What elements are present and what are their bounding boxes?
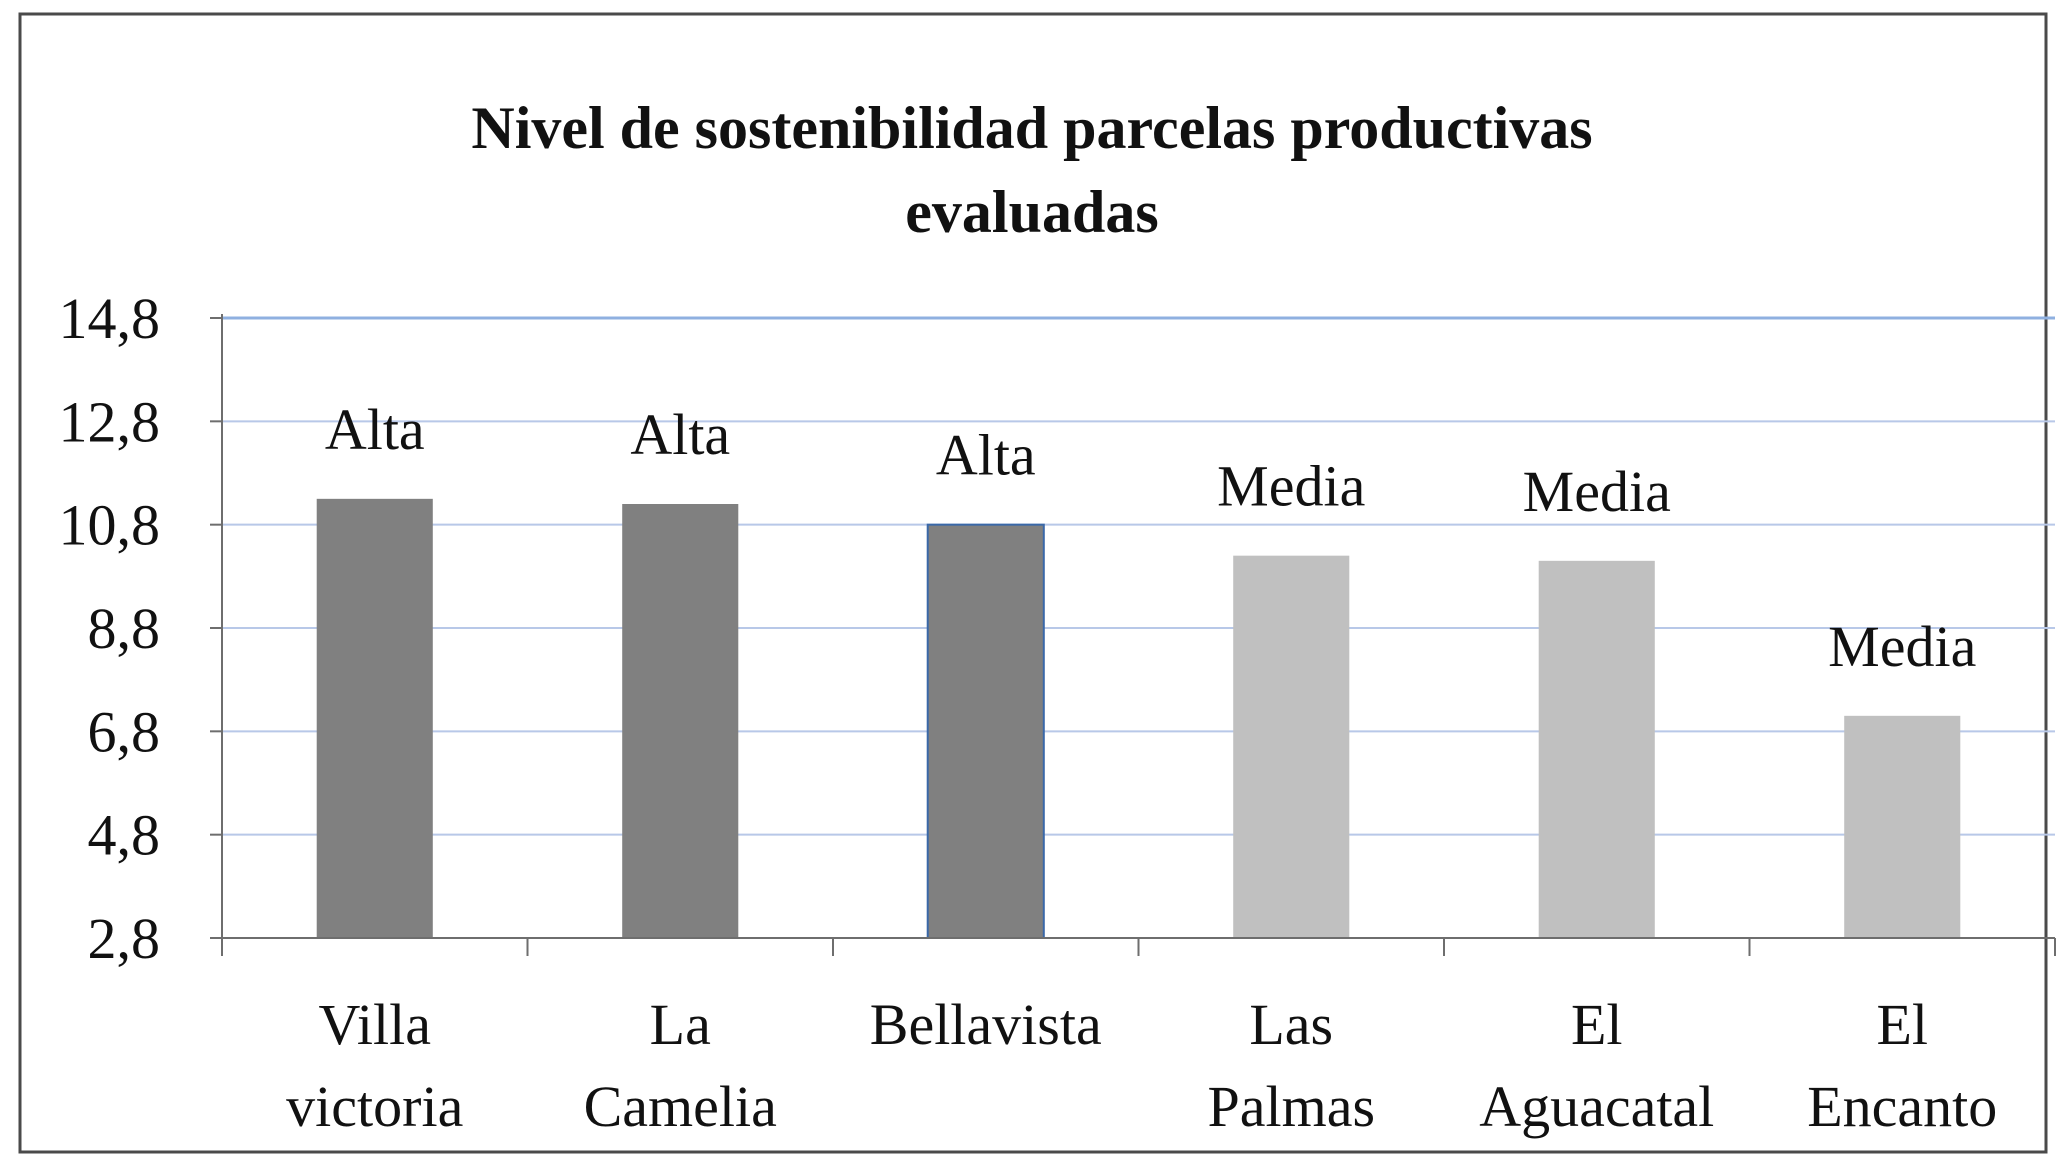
y-tick-label: 6,8 xyxy=(88,699,161,764)
bar-data-label: Alta xyxy=(936,423,1036,488)
chart-title-line-1: Nivel de sostenibilidad parcelas product… xyxy=(471,95,1592,161)
bars xyxy=(316,498,1961,940)
bar-data-label: Media xyxy=(1828,614,1976,679)
x-category-label: Aguacatal xyxy=(1479,1074,1714,1139)
x-category-label: Bellavista xyxy=(870,992,1102,1057)
y-tick-label: 4,8 xyxy=(88,803,161,868)
x-axis-labels: Villa victoria La Camelia Bellavista Las Palma… xyxy=(286,992,1997,1139)
y-axis-ticks: 14,8 12,8 10,8 8,8 6,8 4,8 2,8 xyxy=(59,286,222,971)
x-category-label: Encanto xyxy=(1807,1074,1997,1139)
bar xyxy=(1538,560,1655,938)
x-category-label: Camelia xyxy=(584,1074,777,1139)
x-category-label: La xyxy=(650,992,711,1057)
bar xyxy=(926,523,1045,940)
y-tick-label: 14,8 xyxy=(59,286,161,351)
chart-title-line-2: evaluadas xyxy=(905,179,1158,245)
x-category-label: Palmas xyxy=(1207,1074,1375,1139)
x-category-label: El xyxy=(1571,992,1623,1057)
bar-labels: Alta Alta Alta Media Media Media xyxy=(325,397,1977,679)
bar-data-label: Alta xyxy=(325,397,425,462)
x-category-label: Villa xyxy=(319,992,432,1057)
x-axis xyxy=(221,314,2056,956)
gridlines xyxy=(222,316,2055,836)
bar-data-label: Media xyxy=(1523,459,1671,524)
bar xyxy=(622,504,739,938)
y-tick-label: 8,8 xyxy=(88,596,161,661)
bar-data-label: Alta xyxy=(630,402,730,467)
y-tick-label: 2,8 xyxy=(88,906,161,971)
bar-data-label: Media xyxy=(1217,454,1365,519)
y-tick-label: 10,8 xyxy=(59,493,161,558)
x-category-label: Las xyxy=(1249,992,1333,1057)
x-category-label: victoria xyxy=(286,1074,463,1139)
bar xyxy=(1844,715,1961,938)
bar xyxy=(316,498,433,938)
y-tick-label: 12,8 xyxy=(59,389,161,454)
bar xyxy=(1233,555,1350,938)
x-category-label: El xyxy=(1876,992,1928,1057)
